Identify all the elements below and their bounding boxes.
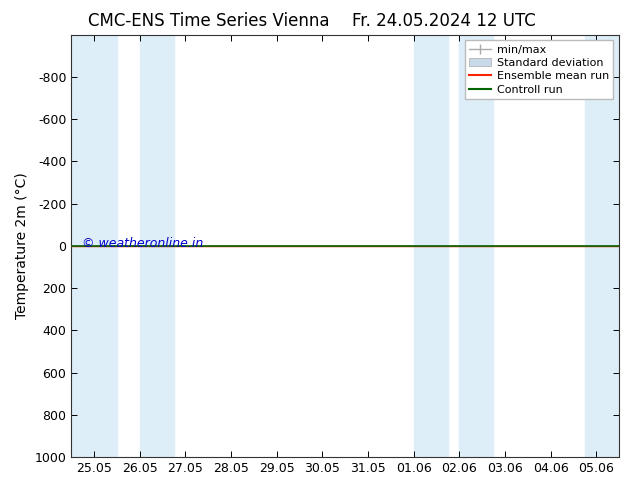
Text: Fr. 24.05.2024 12 UTC: Fr. 24.05.2024 12 UTC: [352, 12, 536, 30]
Y-axis label: Temperature 2m (°C): Temperature 2m (°C): [15, 172, 29, 319]
Bar: [459, 35, 493, 457]
Bar: [139, 35, 174, 457]
Bar: [585, 35, 619, 457]
Text: CMC-ENS Time Series Vienna: CMC-ENS Time Series Vienna: [89, 12, 330, 30]
Text: © weatheronline.in: © weatheronline.in: [82, 237, 204, 250]
Bar: [413, 35, 448, 457]
Legend: min/max, Standard deviation, Ensemble mean run, Controll run: min/max, Standard deviation, Ensemble me…: [465, 40, 614, 99]
Bar: [71, 35, 117, 457]
